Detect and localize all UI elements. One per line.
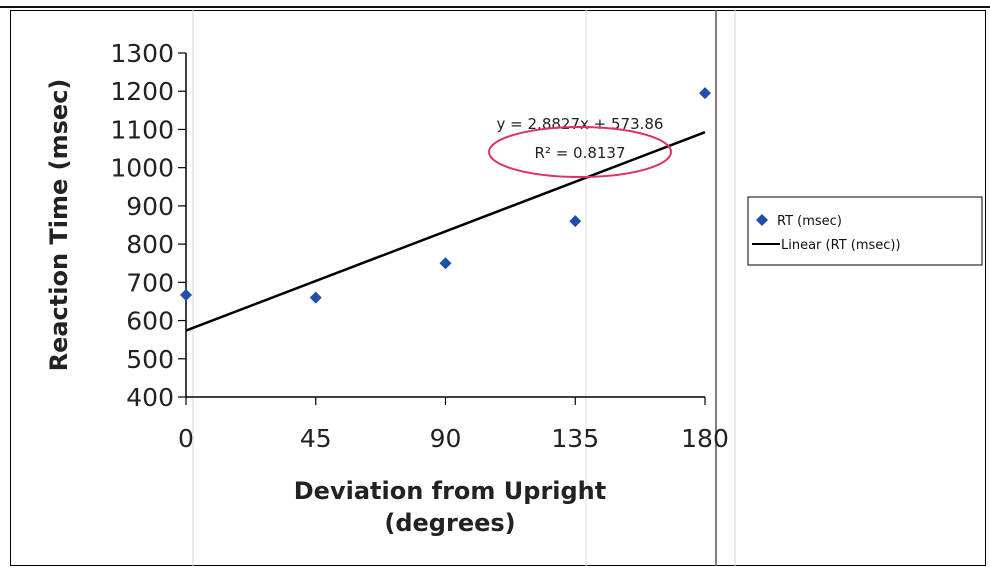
- trendline-group: [185, 131, 706, 332]
- points-group: [180, 87, 711, 304]
- highlight-ellipse: [488, 126, 672, 178]
- x-tick-label: 0: [178, 424, 194, 453]
- y-tick-label: 1200: [110, 77, 174, 106]
- y-tick-label: 1300: [110, 39, 174, 68]
- x-tick-label: 135: [551, 424, 599, 453]
- legend-label-rt: RT (msec): [777, 214, 842, 229]
- x-tick-group: 0 45 90 135 180: [178, 397, 729, 453]
- axes-group: [185, 53, 705, 398]
- y-tick-label: 1100: [110, 115, 174, 144]
- trendline: [185, 131, 706, 332]
- legend-box: [747, 196, 983, 266]
- x-tick-label: 90: [430, 424, 462, 453]
- x-axis-title-units: (degrees): [384, 509, 515, 537]
- y-tick-group: 400 500 600 700 800 900 1000 1100 1200 1300: [110, 39, 186, 412]
- x-tick-label: 180: [681, 424, 729, 453]
- data-point: [569, 215, 582, 228]
- y-tick-label: 700: [126, 268, 174, 297]
- y-tick-label: 600: [126, 307, 174, 336]
- y-tick-label: 800: [126, 230, 174, 259]
- legend: RT (msec) Linear (RT (msec)): [747, 196, 983, 266]
- x-tick-label: 45: [300, 424, 332, 453]
- data-point: [699, 87, 711, 100]
- data-point: [180, 288, 192, 301]
- data-point: [309, 291, 322, 304]
- top-border-line: [0, 6, 990, 8]
- x-axis-title: Deviation from Upright: [294, 477, 607, 505]
- y-tick-label: 1000: [110, 154, 174, 183]
- r-squared-label: R² = 0.8137: [534, 144, 625, 162]
- legend-diamond-marker: [756, 214, 768, 226]
- chart-frame: [10, 10, 986, 566]
- y-tick-label: 400: [126, 383, 174, 412]
- y-tick-label: 500: [126, 345, 174, 374]
- equation-label: y = 2.8827x + 573.86: [497, 115, 664, 133]
- y-axis-title: Reaction Time (msec): [45, 79, 73, 372]
- data-point: [439, 257, 452, 270]
- y-tick-label: 900: [126, 192, 174, 221]
- legend-label-linear: Linear (RT (msec)): [781, 238, 901, 253]
